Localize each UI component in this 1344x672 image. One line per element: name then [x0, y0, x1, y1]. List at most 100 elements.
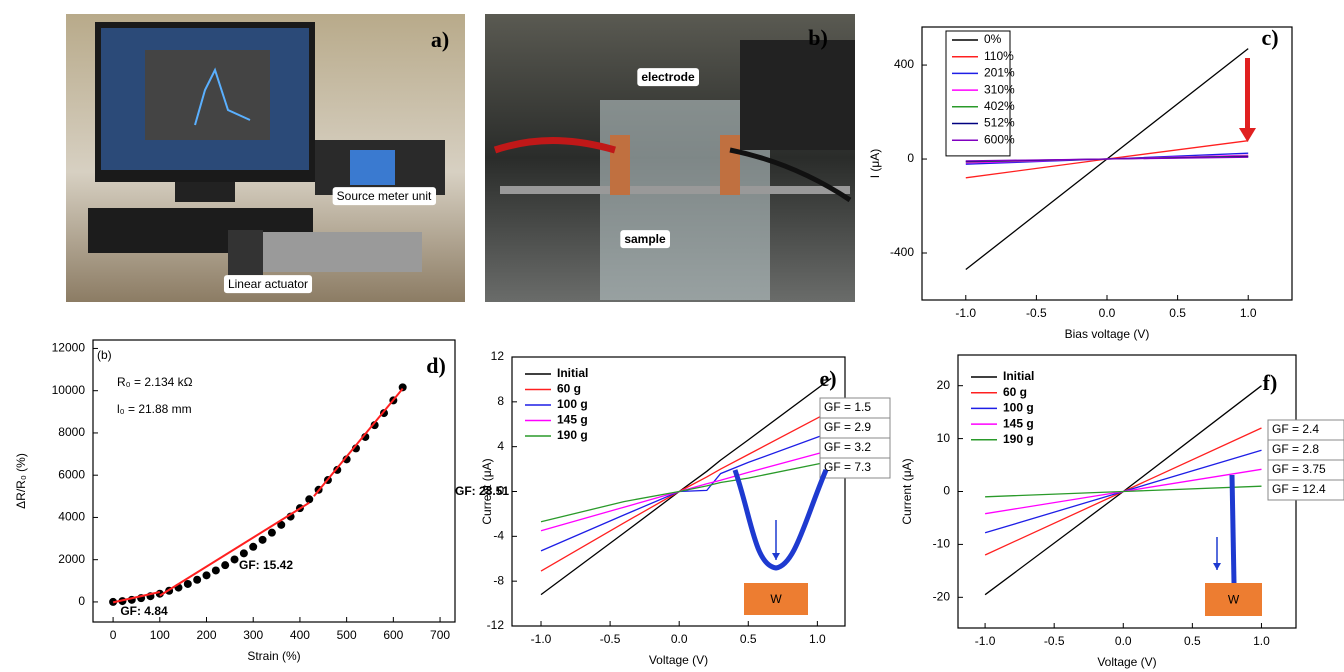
x-axis-title: Voltage (V) [649, 653, 708, 667]
y-tick-label: -400 [890, 245, 914, 259]
y-axis-title: Current (μA) [480, 458, 494, 524]
x-tick-label: -0.5 [600, 632, 621, 646]
data-point [202, 571, 211, 580]
gf-label: GF = 12.4 [1272, 482, 1326, 496]
x-tick-label: 200 [196, 628, 216, 642]
legend-label: 0% [984, 32, 1002, 46]
photo-a [66, 14, 465, 302]
y-tick-label: 4 [497, 439, 504, 453]
gf-label: GF = 3.75 [1272, 462, 1326, 476]
data-point [211, 566, 220, 575]
legend-label: 60 g [557, 382, 581, 396]
data-point [267, 528, 276, 537]
series-line [965, 156, 1249, 162]
panel-label: e) [819, 366, 836, 391]
x-tick-label: 300 [243, 628, 263, 642]
photo-label: Linear actuator [228, 277, 308, 291]
y-tick-label: 4000 [58, 510, 85, 524]
gf-label: GF = 1.5 [824, 400, 871, 414]
chart: 0 100 200 300 400 500 600 700 0 2000 4000 6000 8000 1… [14, 339, 509, 663]
y-axis-title: ΔR/R₀ (%) [14, 453, 28, 509]
gf-label: GF = 7.3 [824, 460, 871, 474]
plot-frame [92, 339, 456, 623]
y-tick-label: -12 [487, 618, 505, 632]
x-tick-label: -1.0 [975, 634, 996, 648]
w-box [744, 583, 808, 615]
y-tick-label: 2000 [58, 552, 85, 566]
y-tick-label: 0 [78, 594, 85, 608]
data-point [277, 520, 286, 529]
y-tick-label: -20 [933, 589, 951, 603]
legend-label: Initial [557, 366, 588, 380]
wire-shape [1229, 474, 1237, 584]
photo-b [485, 14, 855, 302]
data-point [249, 542, 258, 551]
annotation: l₀ = 21.88 mm [117, 402, 192, 416]
series-line [540, 449, 832, 532]
x-tick-label: 0.5 [740, 632, 757, 646]
x-tick-label: 100 [150, 628, 170, 642]
photo-label: Source meter unit [337, 189, 432, 203]
series-line [540, 431, 832, 552]
data-point [398, 383, 407, 392]
x-tick-label: 1.0 [809, 632, 826, 646]
data-point [221, 561, 230, 570]
data-point [305, 495, 314, 504]
arrow [1245, 58, 1250, 130]
legend-label: Initial [1003, 369, 1034, 383]
label-background [637, 68, 700, 87]
x-tick-label: 700 [430, 628, 450, 642]
x-axis-title: Bias voltage (V) [1065, 327, 1150, 341]
legend-label: 100 g [557, 397, 588, 411]
data-point [370, 421, 379, 430]
arrow-head [772, 553, 780, 560]
y-tick-label: 400 [894, 57, 914, 71]
series-line [985, 485, 1262, 498]
x-tick-label: 0.0 [1115, 634, 1132, 648]
x-tick-label: -1.0 [531, 632, 552, 646]
y-tick-label: 0 [907, 151, 914, 165]
data-point [193, 575, 202, 584]
y-axis-title: Current (μA) [900, 458, 914, 524]
legend-label: 201% [984, 66, 1015, 80]
x-tick-label: -1.0 [955, 306, 976, 320]
y-tick-label: 10 [937, 431, 951, 445]
y-tick-label: -10 [933, 537, 951, 551]
w-label: W [1228, 593, 1240, 607]
x-tick-label: 1.0 [1253, 634, 1270, 648]
data-point [239, 549, 248, 558]
x-tick-label: 0.0 [671, 632, 688, 646]
x-tick-label: 0.0 [1099, 306, 1116, 320]
photo-label: electrode [641, 70, 695, 84]
x-tick-label: 0.5 [1169, 306, 1186, 320]
x-axis-title: Voltage (V) [1097, 655, 1156, 669]
annotation: R₀ = 2.134 kΩ [117, 375, 193, 389]
w-label: W [770, 592, 782, 606]
series-line [159, 501, 310, 597]
legend-label: 145 g [557, 413, 588, 427]
panel-label: f) [1263, 370, 1278, 395]
y-tick-label: 0 [943, 484, 950, 498]
y-axis-title: I (μA) [868, 149, 882, 179]
legend-label: 512% [984, 116, 1015, 130]
series-line [112, 591, 161, 604]
y-tick-label: 12 [491, 349, 505, 363]
legend-label: 110% [984, 49, 1014, 63]
gf-label: GF = 3.2 [824, 440, 871, 454]
legend-label: 145 g [1003, 416, 1034, 430]
x-tick-label: 400 [290, 628, 310, 642]
w-box [1205, 583, 1262, 616]
annotation: GF: 28.51 [455, 484, 509, 498]
data-point [342, 455, 351, 464]
series-line [540, 377, 832, 596]
series-line [540, 410, 832, 572]
wire-shape [732, 469, 829, 571]
data-point [258, 535, 267, 544]
label-background [620, 230, 671, 249]
label-background [223, 275, 313, 294]
y-tick-label: 6000 [58, 467, 85, 481]
panel-label: c) [1261, 25, 1278, 50]
arrow-head [1239, 128, 1256, 142]
x-tick-label: -0.5 [1026, 306, 1047, 320]
legend-label: 600% [984, 132, 1015, 146]
